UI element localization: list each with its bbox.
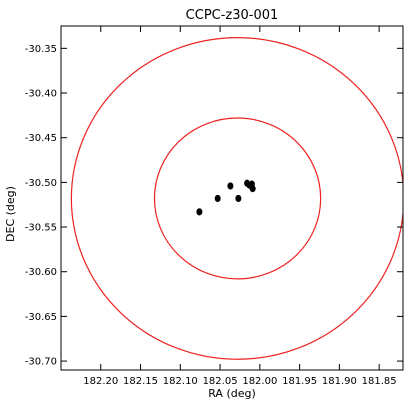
x-tick-label: 182.05 (203, 376, 238, 387)
y-tick-label: -30.70 (25, 357, 57, 368)
y-tick-label: -30.50 (25, 178, 57, 189)
y-axis-label: DEC (deg) (4, 186, 17, 242)
x-tick-label: 181.85 (362, 376, 397, 387)
x-tick-label: 181.90 (322, 376, 357, 387)
data-point (227, 182, 234, 190)
plot-area (70, 37, 403, 360)
data-point (235, 194, 242, 203)
x-tick-label: 182.20 (83, 376, 118, 387)
radius-circle-1 (153, 117, 322, 280)
data-point (214, 194, 221, 203)
data-point (249, 185, 256, 193)
data-point (196, 208, 203, 216)
x-tick-label: 182.10 (163, 376, 198, 387)
y-tick-label: -30.60 (25, 267, 57, 278)
x-axis-label: RA (deg) (208, 387, 256, 400)
y-tick-label: -30.35 (25, 44, 57, 55)
x-tick-label: 182.00 (242, 376, 277, 387)
y-tick-label: -30.40 (25, 89, 57, 100)
y-tick-label: -30.45 (25, 133, 57, 144)
x-tick-label: 181.95 (282, 376, 317, 387)
x-tick-label: 182.15 (123, 376, 158, 387)
plot-frame (60, 25, 404, 371)
y-tick-label: -30.65 (25, 312, 57, 323)
radius-circle-2 (70, 37, 403, 360)
chart-title: CCPC-z30-001 (186, 8, 279, 23)
y-tick-label: -30.55 (25, 223, 57, 234)
